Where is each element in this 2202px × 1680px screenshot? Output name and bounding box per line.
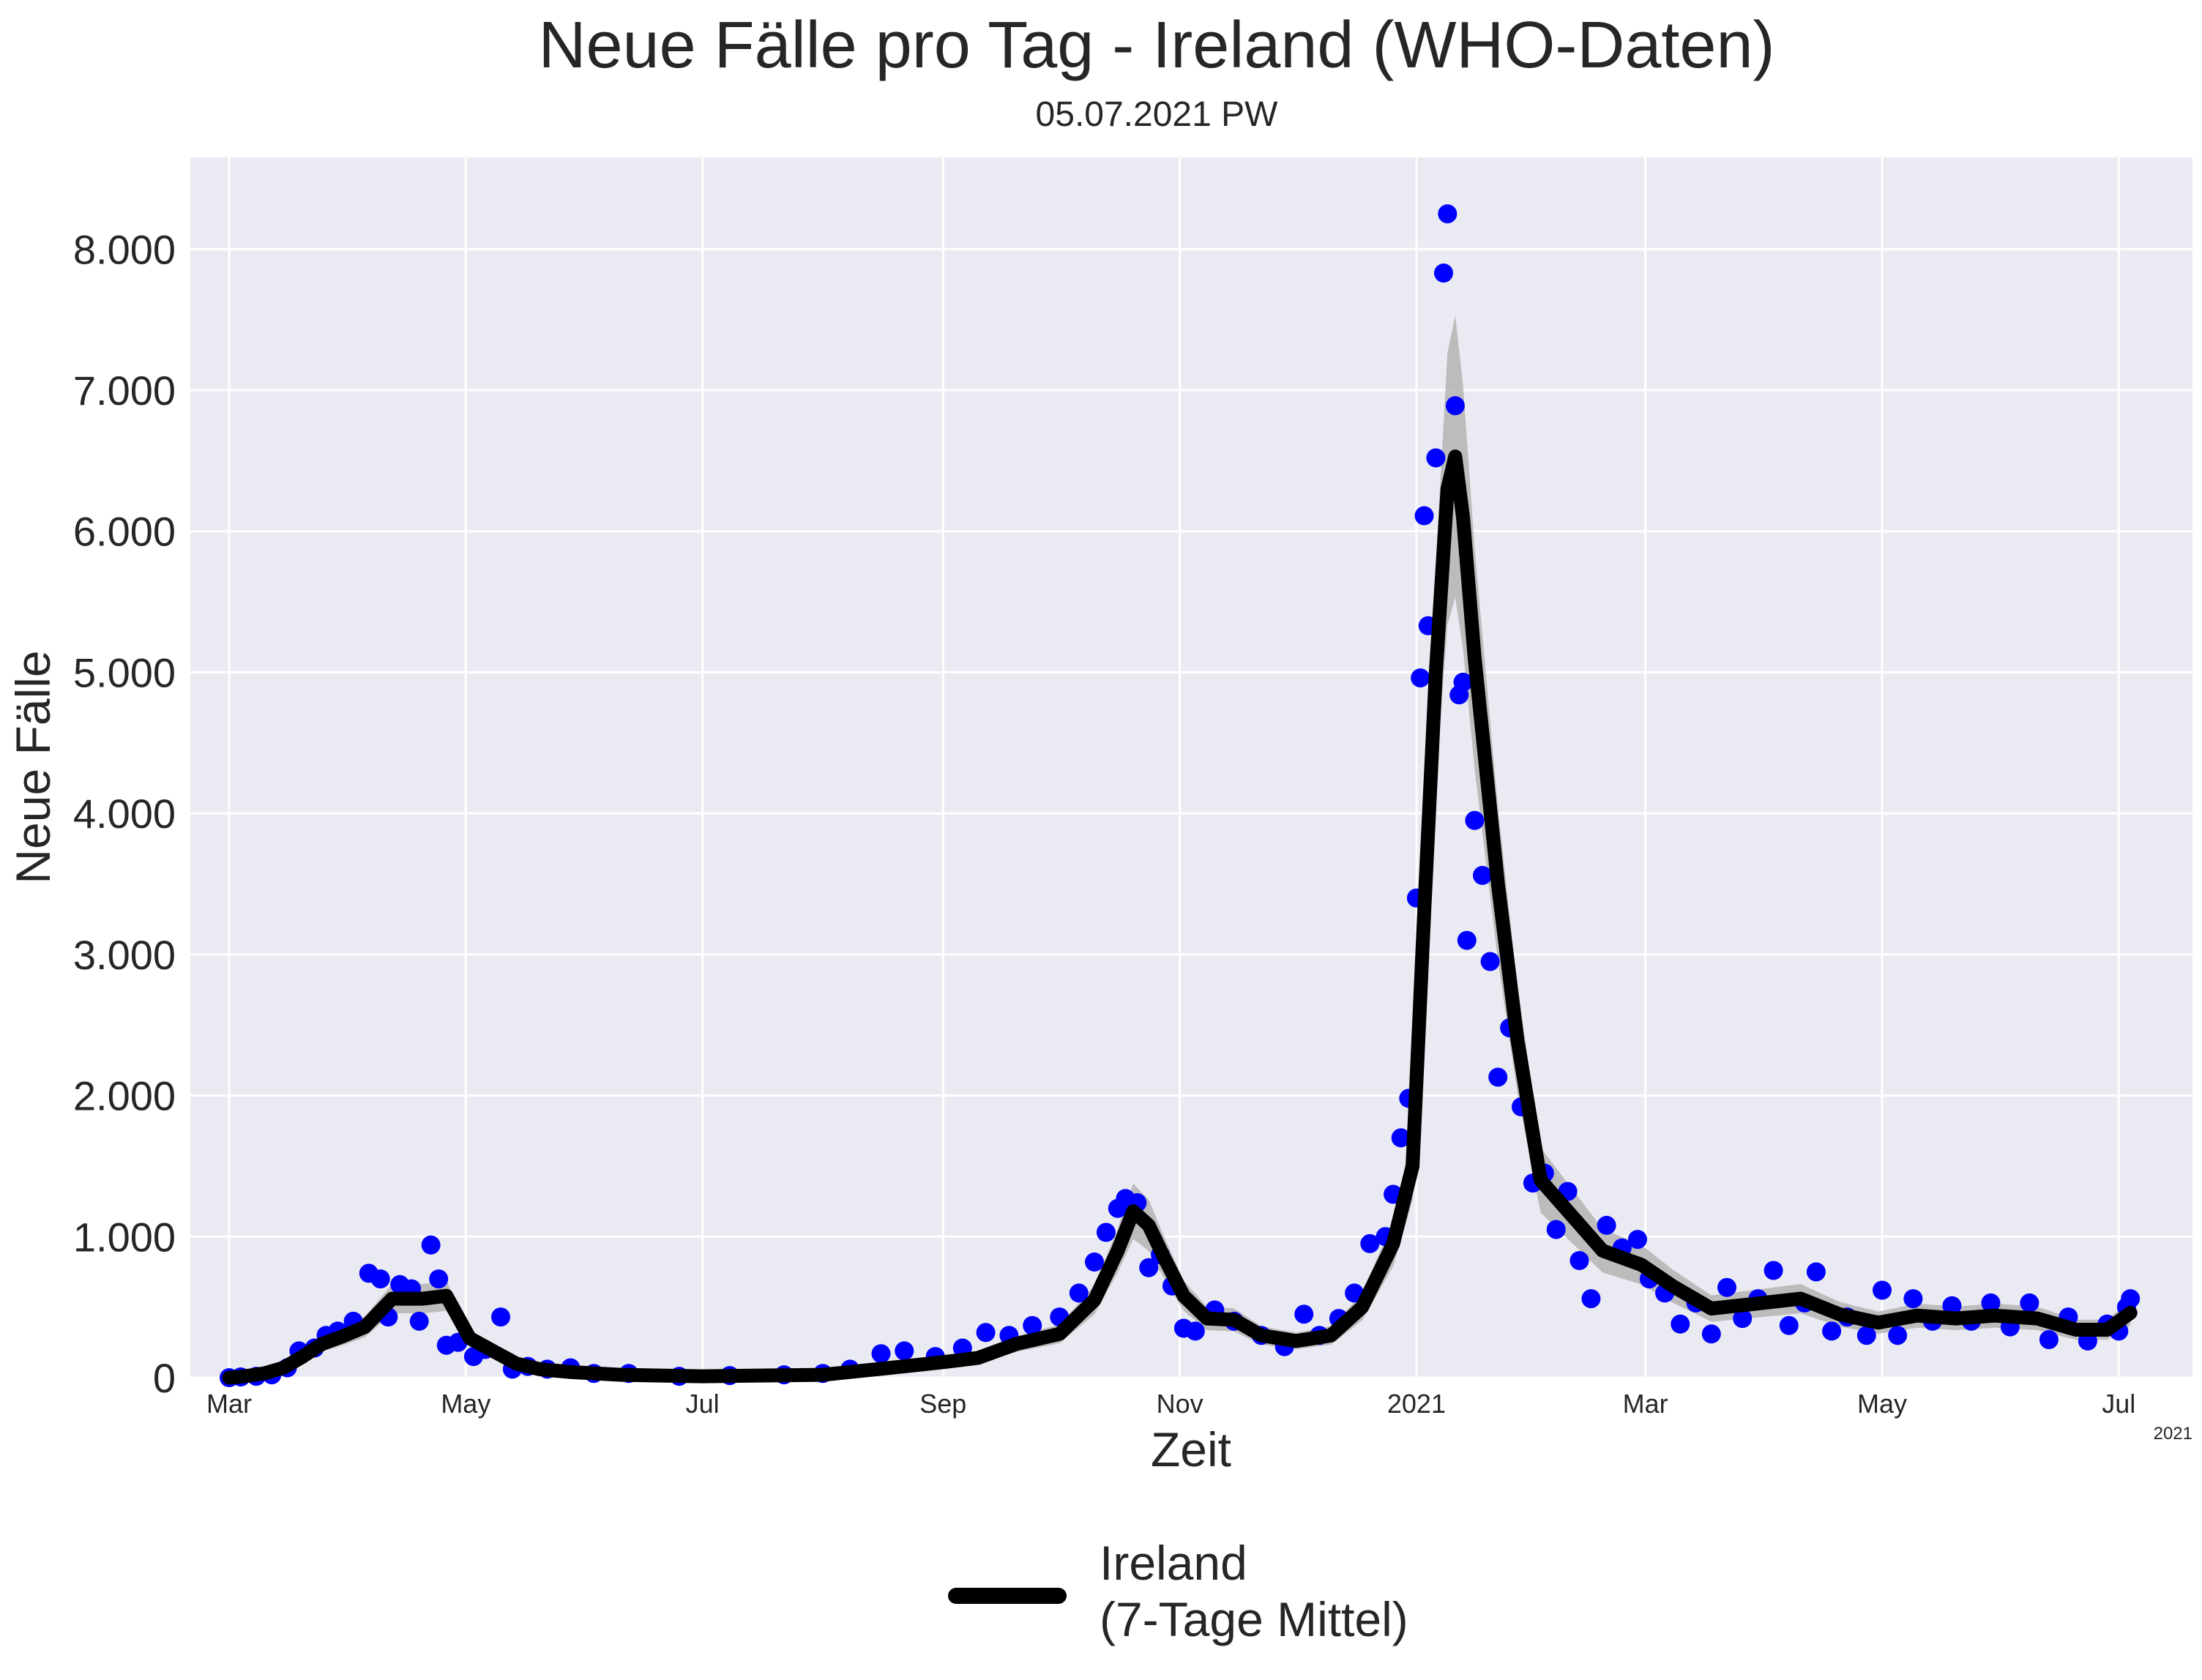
daily-point <box>2121 1289 2141 1309</box>
daily-point <box>1981 1293 2001 1313</box>
y-axis-label: Neue Fälle <box>6 650 60 884</box>
daily-point <box>1069 1283 1089 1303</box>
daily-point <box>1671 1314 1690 1334</box>
daily-point <box>1139 1258 1159 1277</box>
x-tick-label: Mar <box>206 1389 252 1419</box>
daily-point <box>1717 1277 1736 1297</box>
daily-point <box>1465 810 1485 830</box>
x-tick-label: May <box>441 1389 490 1419</box>
y-tick-label: 4.000 <box>73 791 176 837</box>
legend-label-mean: (7-Tage Mittel) <box>1100 1592 1408 1646</box>
daily-point <box>1473 865 1492 885</box>
x-tick-label: Mar <box>1623 1389 1668 1419</box>
daily-point <box>1597 1215 1616 1235</box>
daily-point <box>421 1235 441 1255</box>
daily-point <box>1185 1321 1205 1341</box>
plot-area <box>190 157 2192 1378</box>
daily-point <box>1360 1233 1380 1253</box>
y-tick-label: 5.000 <box>73 649 176 695</box>
daily-point <box>1438 204 1458 224</box>
daily-point <box>1581 1289 1601 1309</box>
x-tick-labels: Mar May Jul Sep Nov 2021 Mar May Jul <box>206 1389 2135 1419</box>
daily-point <box>1391 1128 1411 1148</box>
daily-point <box>1414 506 1434 526</box>
daily-point <box>1445 396 1465 416</box>
daily-point <box>1480 952 1500 971</box>
y-tick-label: 8.000 <box>73 226 176 272</box>
daily-point <box>895 1341 914 1361</box>
daily-point <box>429 1269 449 1289</box>
daily-point <box>1873 1280 1892 1300</box>
daily-point <box>1942 1296 1962 1315</box>
x-tick-label: Jul <box>2102 1389 2135 1419</box>
daily-point <box>491 1307 510 1327</box>
daily-point <box>1822 1321 1842 1341</box>
daily-point <box>1488 1067 1508 1087</box>
daily-point <box>1546 1220 1566 1239</box>
y-tick-labels: 0 1.000 2.000 3.000 4.000 5.000 6.000 7.000 8.00… <box>73 226 176 1401</box>
daily-point <box>1806 1262 1826 1282</box>
daily-point <box>871 1344 891 1364</box>
daily-point <box>1779 1315 1799 1335</box>
daily-point <box>1294 1304 1314 1324</box>
y-tick-label: 2.000 <box>73 1073 176 1119</box>
y-tick-label: 1.000 <box>73 1214 176 1260</box>
chart-subtitle: 05.07.2021 PW <box>1036 95 1279 134</box>
daily-point <box>1411 668 1430 688</box>
daily-point <box>1096 1222 1116 1242</box>
x-tick-label: Sep <box>919 1389 966 1419</box>
chart-title: Neue Fälle pro Tag - Ireland (WHO-Daten) <box>539 9 1775 82</box>
daily-point <box>1570 1251 1589 1270</box>
daily-point <box>1903 1289 1923 1309</box>
daily-point <box>1856 1326 1876 1345</box>
daily-point <box>1085 1252 1104 1272</box>
daily-point <box>1453 672 1473 692</box>
daily-point <box>2020 1293 2039 1313</box>
y-tick-label: 3.000 <box>73 932 176 978</box>
x-axis-label: Zeit <box>1151 1422 1231 1476</box>
y-tick-label: 7.000 <box>73 367 176 414</box>
daily-point <box>370 1269 390 1289</box>
daily-point <box>1733 1309 1753 1329</box>
daily-point <box>1457 930 1477 950</box>
x-tick-label: 2021 <box>1387 1389 1446 1419</box>
x-offset-label: 2021 <box>2154 1424 2192 1444</box>
mean-line <box>222 449 2138 1385</box>
daily-point <box>1023 1315 1042 1335</box>
y-tick-label: 6.000 <box>73 509 176 555</box>
mean-line-group <box>222 449 2138 1385</box>
daily-point <box>1628 1230 1647 1250</box>
y-tick-label: 0 <box>153 1355 176 1401</box>
daily-point <box>1888 1326 1908 1345</box>
daily-point <box>1434 264 1453 283</box>
x-tick-label: Nov <box>1157 1389 1203 1419</box>
daily-point <box>1764 1261 1783 1280</box>
daily-point <box>2039 1330 2059 1349</box>
daily-point <box>409 1311 429 1331</box>
grid-lines <box>190 157 2192 1379</box>
x-tick-label: May <box>1857 1389 1907 1419</box>
daily-point <box>1426 448 1446 468</box>
daily-point <box>1701 1324 1721 1344</box>
daily-point <box>976 1323 996 1343</box>
legend-label-ireland: Ireland <box>1100 1536 1247 1590</box>
x-tick-label: Jul <box>686 1389 720 1419</box>
